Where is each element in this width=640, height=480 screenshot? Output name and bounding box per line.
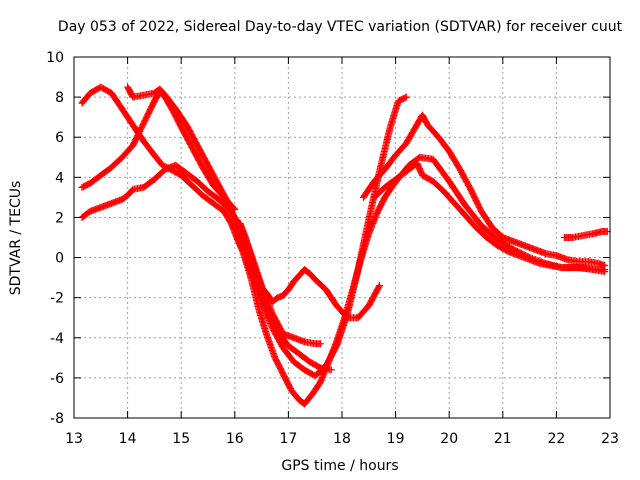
x-tick-label: 17 — [279, 431, 297, 447]
y-tick-label: 8 — [55, 90, 64, 106]
y-tick-label: 2 — [55, 210, 64, 226]
x-tick-label: 13 — [65, 431, 83, 447]
y-tick-label: 4 — [55, 170, 64, 186]
data-point — [375, 283, 383, 291]
data-marks — [78, 83, 611, 408]
x-tick-label: 23 — [601, 431, 619, 447]
x-tick-label: 20 — [440, 431, 458, 447]
series-track-6 — [228, 153, 609, 408]
data-point — [401, 94, 409, 102]
y-tick-label: -2 — [50, 291, 64, 307]
series-track-9 — [560, 227, 611, 241]
series-track-3 — [78, 83, 335, 374]
y-axis-label: SDTVAR / TECUs — [8, 181, 24, 296]
x-axis-label: GPS time / hours — [281, 458, 398, 474]
series-track-8 — [359, 111, 609, 270]
series-track-7 — [370, 159, 609, 276]
y-tick-label: 6 — [55, 130, 64, 146]
axis-ticks: 13 14 15 16 17 18 19 20 21 22 23 -8 -6 -4 -2 0 2 4 6 8 10 — [46, 50, 619, 447]
x-tick-label: 14 — [119, 431, 137, 447]
data-point — [402, 93, 410, 101]
x-tick-label: 15 — [172, 431, 190, 447]
x-tick-label: 22 — [547, 431, 565, 447]
data-point — [376, 282, 384, 290]
grid-lines — [74, 57, 610, 418]
y-tick-label: -6 — [50, 371, 64, 387]
y-tick-label: 10 — [46, 50, 64, 66]
series-track-2 — [78, 161, 325, 348]
x-tick-label: 18 — [333, 431, 351, 447]
data-point — [317, 340, 325, 348]
x-tick-label: 16 — [226, 431, 244, 447]
y-tick-label: 0 — [55, 251, 64, 267]
data-point — [601, 268, 609, 276]
y-tick-label: -8 — [50, 411, 64, 427]
data-point — [601, 262, 609, 270]
data-point — [327, 366, 335, 374]
y-tick-label: -4 — [50, 331, 64, 347]
chart-title: Day 053 of 2022, Sidereal Day-to-day VTE… — [58, 19, 623, 35]
x-tick-label: 21 — [494, 431, 512, 447]
x-tick-label: 19 — [387, 431, 405, 447]
